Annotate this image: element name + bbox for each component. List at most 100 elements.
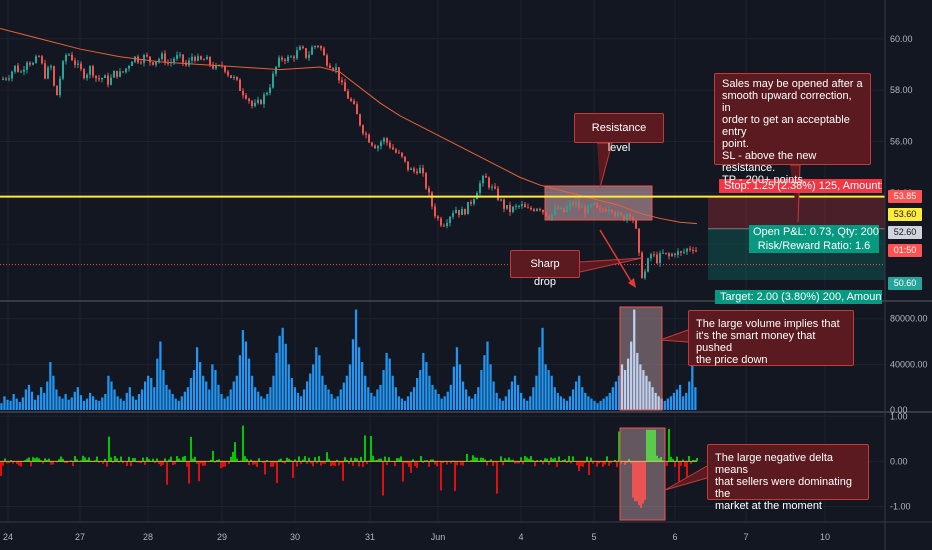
candle-body-198 [596, 203, 598, 209]
candle-body-105 [317, 45, 319, 47]
delta-bar-299 [598, 461, 600, 464]
note-sharp-drop: Sharp drop [510, 250, 580, 288]
delta-bar-89 [178, 458, 180, 462]
moving-average [0, 28, 698, 225]
candle-body-88 [266, 92, 268, 95]
candle-body-142 [428, 188, 430, 193]
volume-bar-172 [526, 400, 529, 410]
delta-bar-185 [370, 436, 372, 462]
candle-body-107 [323, 48, 325, 56]
candle-body-7 [23, 69, 25, 72]
volume-bar-59 [180, 396, 183, 410]
candle-body-53 [161, 53, 163, 60]
volume-bar-213 [651, 387, 654, 410]
candle-body-159 [479, 183, 481, 194]
delta-tick-label-0: 1.00 [890, 411, 908, 421]
delta-bar-116 [232, 451, 234, 462]
candle-body-25 [77, 63, 79, 65]
candle-body-2 [8, 78, 10, 80]
volume-bar-150 [458, 364, 462, 410]
delta-bar-312 [624, 461, 626, 465]
delta-bar-288 [576, 461, 578, 466]
delta-bar-321 [642, 461, 644, 504]
candle-body-137 [413, 168, 415, 172]
candle-body-23 [71, 54, 73, 61]
volume-bar-135 [412, 387, 416, 410]
delta-bar-315 [630, 461, 632, 464]
level-lines [0, 195, 885, 266]
delta-bar-53 [106, 461, 108, 467]
candle-body-162 [488, 177, 490, 188]
candle-body-47 [143, 55, 145, 63]
candle-body-116 [350, 98, 352, 101]
volume-bar-130 [397, 396, 400, 410]
time-tick-label-0: 24 [3, 532, 13, 542]
candle-body-229 [689, 248, 691, 250]
volume-bar-194 [593, 400, 596, 410]
delta-tick-label-1: 0.00 [890, 456, 908, 466]
candle-body-83 [251, 100, 253, 107]
delta-bar-259 [518, 461, 520, 464]
delta-bar-289 [578, 461, 580, 472]
candle-body-193 [581, 206, 583, 208]
volume-bar-116 [354, 309, 358, 410]
time-tick-label-2: 28 [143, 532, 153, 542]
delta-bar-202 [404, 461, 406, 463]
volume-bar-18 [55, 389, 58, 410]
delta-bar-25 [50, 461, 52, 465]
candle-body-103 [311, 47, 313, 55]
delta-bar-308 [616, 461, 618, 467]
volume-bar-91 [278, 335, 281, 410]
candle-body-49 [149, 56, 151, 63]
candle-body-175 [527, 207, 529, 209]
delta-bar-334 [668, 428, 670, 462]
volume-bar-214 [654, 392, 657, 410]
delta-bar-206 [412, 459, 414, 462]
delta-bar-183 [366, 461, 368, 465]
volume-bar-181 [553, 387, 556, 410]
candle-body-16 [50, 66, 52, 68]
volume-bar-81 [247, 358, 251, 410]
candle-body-230 [692, 249, 694, 251]
volume-bar-142 [434, 389, 437, 410]
candle-body-135 [407, 161, 409, 170]
volume-bar-192 [587, 396, 590, 410]
volume-bar-39 [119, 398, 122, 410]
delta-bar-60 [120, 456, 122, 462]
delta-bar-32 [64, 461, 66, 463]
candle-body-124 [374, 145, 376, 149]
delta-bar-325 [650, 429, 652, 462]
volume-bar-170 [519, 392, 523, 410]
volume-bar-128 [391, 375, 394, 410]
volume-bar-227 [694, 387, 697, 410]
volume-bar-24 [73, 391, 76, 410]
volume-bar-148 [452, 366, 455, 410]
candle-body-153 [461, 209, 463, 215]
volume-bar-3 [9, 400, 12, 410]
candle-body-194 [584, 206, 586, 214]
delta-bar-22 [44, 458, 46, 462]
candle-body-84 [254, 102, 256, 107]
candle-body-108 [326, 55, 328, 66]
arrow-sharp-drop [579, 257, 643, 273]
volume-bar-93 [284, 343, 287, 410]
volume-bar-122 [373, 396, 376, 410]
delta-bar-141 [282, 461, 284, 463]
price-candles [2, 44, 697, 280]
delta-bar-279 [558, 456, 560, 462]
volume-bar-157 [480, 370, 483, 410]
volume-bar-22 [67, 399, 70, 410]
delta-bar-135 [270, 461, 272, 467]
delta-bar-214 [428, 461, 430, 467]
delta-bar-189 [378, 458, 380, 462]
candle-body-5 [17, 65, 19, 72]
volume-bar-154 [471, 398, 474, 410]
delta-bar-250 [500, 456, 502, 462]
candle-body-62 [188, 60, 190, 66]
volume-bar-125 [382, 370, 385, 410]
time-axis: 24 27 28 29 30 31 Jun 4 5 6 7 10 [3, 532, 830, 542]
delta-bar-138 [276, 461, 278, 484]
candle-body-152 [458, 209, 460, 215]
volume-bar-48 [147, 375, 150, 410]
